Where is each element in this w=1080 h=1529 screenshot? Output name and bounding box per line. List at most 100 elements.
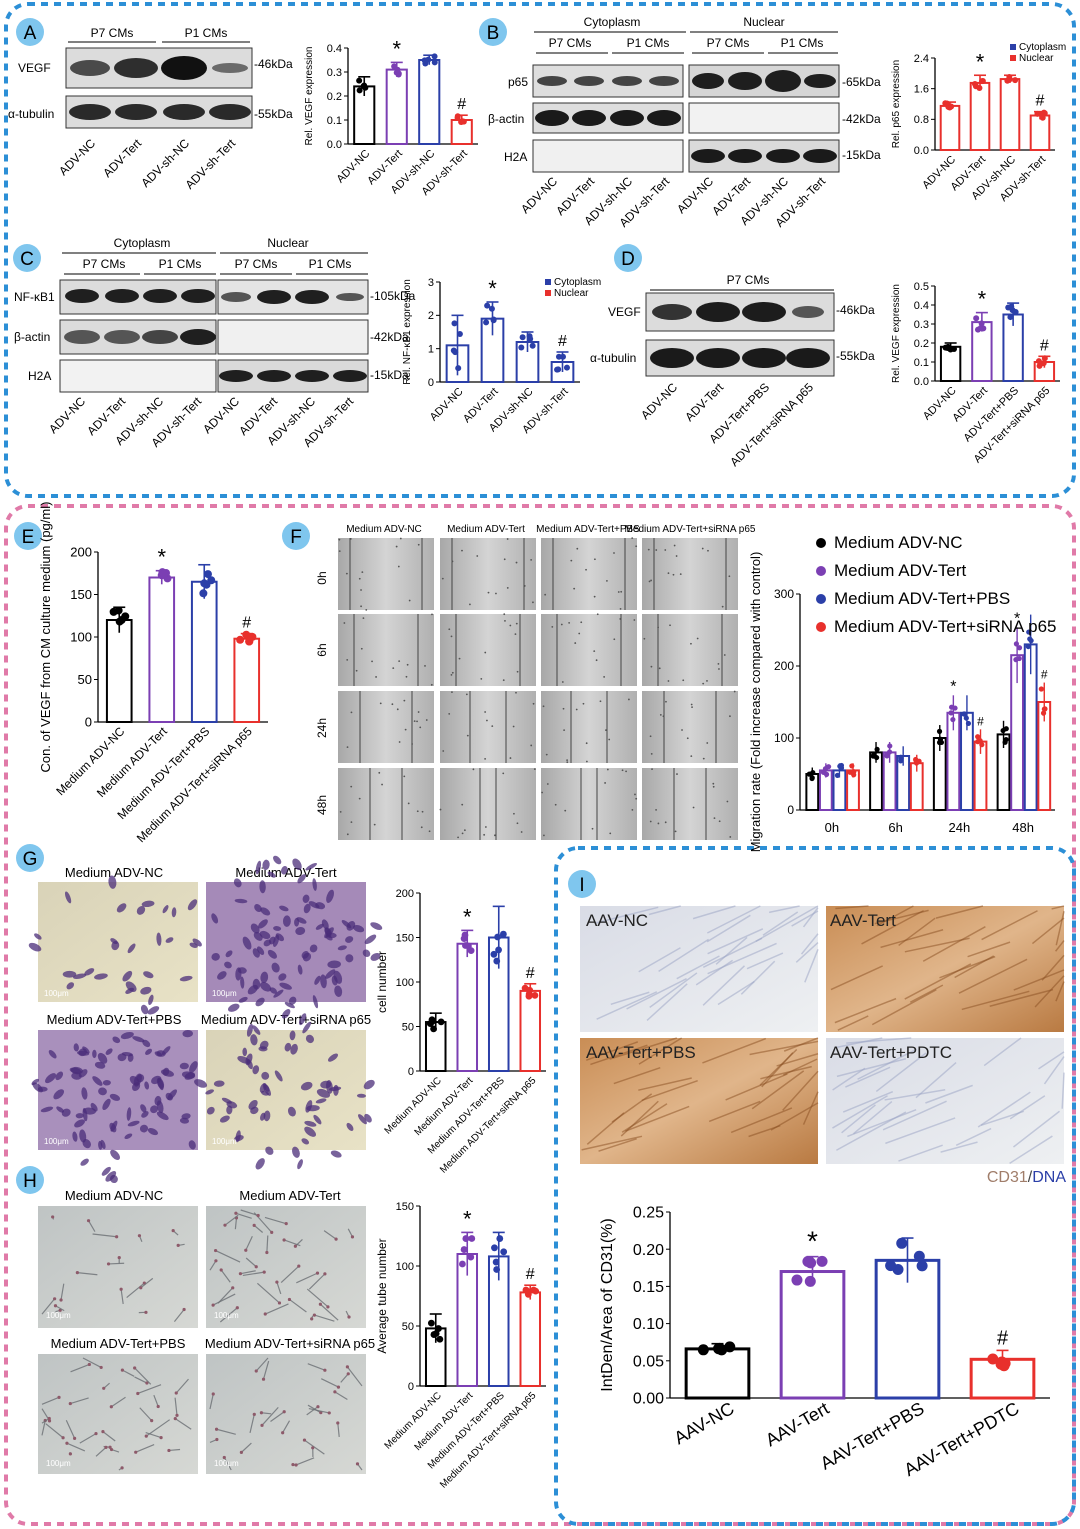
y-tick-label: 150 (396, 932, 414, 944)
panel-i-images: AAV-NC AAV-Tert AAV-Tert+PBS AAV-Tert+PD… (580, 905, 1066, 1186)
cell (92, 1049, 97, 1059)
cell-dot (416, 810, 419, 813)
tissue-fiber (706, 914, 751, 943)
tube-node (284, 1222, 288, 1226)
cell (301, 950, 309, 959)
cell (98, 1140, 103, 1150)
tube-image (38, 1206, 198, 1328)
data-point (977, 325, 984, 332)
cell-dot (575, 708, 578, 711)
cell (122, 970, 133, 982)
cell (224, 961, 232, 969)
cell-dot (416, 720, 418, 723)
tissue-fiber (882, 1100, 947, 1131)
cell-dot (702, 682, 705, 685)
tissue-fiber (1034, 975, 1065, 1008)
blot-a-kda-55: -55kDa (254, 107, 293, 121)
cell-dot (484, 711, 487, 713)
cell-dot (596, 613, 599, 616)
data-point (491, 1244, 498, 1252)
cell (287, 1106, 296, 1117)
cell (121, 1052, 133, 1057)
letter-a-badge (16, 18, 44, 46)
data-point (467, 1253, 475, 1261)
transwell-title: Medium ADV-Tert+PBS (47, 1012, 182, 1027)
cell-dot (504, 619, 506, 622)
cell-dot (664, 821, 667, 824)
cell (147, 1006, 160, 1015)
cell-dot (717, 662, 720, 665)
blot-c-row-nfkb: NF-κB1 (14, 290, 55, 304)
ihc-title: AAV-Tert+PDTC (830, 1043, 952, 1062)
cell (346, 921, 356, 931)
data-point (493, 957, 501, 965)
cell-dot (665, 700, 667, 703)
stain-legend-slash: / (1028, 1169, 1033, 1186)
cell-dot (681, 729, 683, 731)
cell (77, 1050, 90, 1056)
data-point (459, 118, 466, 125)
cell (127, 943, 136, 954)
tissue-fiber (922, 926, 986, 962)
tube-segment (240, 1270, 256, 1275)
tissue-fiber (594, 906, 659, 924)
significance-hash: # (997, 1327, 1009, 1349)
scratch-image (338, 691, 434, 763)
scratch-image (440, 538, 536, 610)
scratch-image (642, 614, 738, 686)
cell-dot (585, 568, 587, 571)
cell (250, 923, 260, 934)
tube-segment (314, 1314, 335, 1322)
cell (364, 934, 377, 945)
cell (255, 997, 265, 1007)
cell-dot (375, 676, 377, 678)
cell-dot (349, 538, 352, 540)
blot-b-kda: -42kDa (842, 112, 881, 126)
cell-dot (679, 573, 682, 575)
tube-node (282, 1238, 286, 1242)
data-point (563, 364, 570, 371)
cell (281, 1009, 291, 1019)
scale-bar-label: 100μm (46, 1311, 71, 1320)
cell (79, 1129, 87, 1143)
tissue-fiber (954, 955, 995, 979)
cell (252, 948, 260, 958)
tube-segment (289, 1298, 307, 1313)
transwell-title: Medium ADV-NC (65, 865, 163, 880)
tube-node (104, 1445, 108, 1449)
tube-segment (261, 1412, 272, 1415)
cell-dot (580, 621, 583, 624)
lane-label: ADV-sh-Tert (182, 136, 238, 192)
data-point (975, 734, 981, 740)
cell-dot (733, 690, 736, 693)
significance-hash: # (1040, 337, 1049, 354)
data-point (884, 751, 890, 758)
tube-segment (216, 1428, 236, 1435)
cell (116, 903, 127, 913)
tissue-fiber (1041, 954, 1065, 981)
cell (259, 982, 272, 992)
cell (53, 1089, 65, 1100)
data-point (456, 330, 463, 337)
letter-d-badge (614, 244, 642, 272)
tissue-fiber (983, 1037, 1022, 1067)
blot-b-group-cyto: Cytoplasm (584, 15, 641, 29)
legend-label: Cytoplasm (1019, 42, 1066, 53)
cell-dot (486, 719, 488, 722)
letter-h: H (23, 1171, 37, 1192)
tube-segment (308, 1273, 326, 1290)
scale-bar-label: 100μm (214, 1311, 239, 1320)
frame-blue-i (554, 846, 1076, 1526)
tube-node (51, 1215, 55, 1219)
tube-node (219, 1268, 223, 1272)
cell-dot (371, 660, 373, 663)
tube-node (282, 1410, 286, 1414)
blot-d-kda: -55kDa (836, 349, 875, 363)
cell-dot (707, 549, 709, 552)
cell-dot (593, 558, 596, 561)
tissue-fiber (638, 947, 681, 973)
legend-label: Medium ADV-Tert+PBS (834, 589, 1010, 608)
tube-segment (235, 1212, 252, 1219)
tube-segment (209, 1260, 217, 1271)
blot-b-strip (688, 102, 840, 134)
